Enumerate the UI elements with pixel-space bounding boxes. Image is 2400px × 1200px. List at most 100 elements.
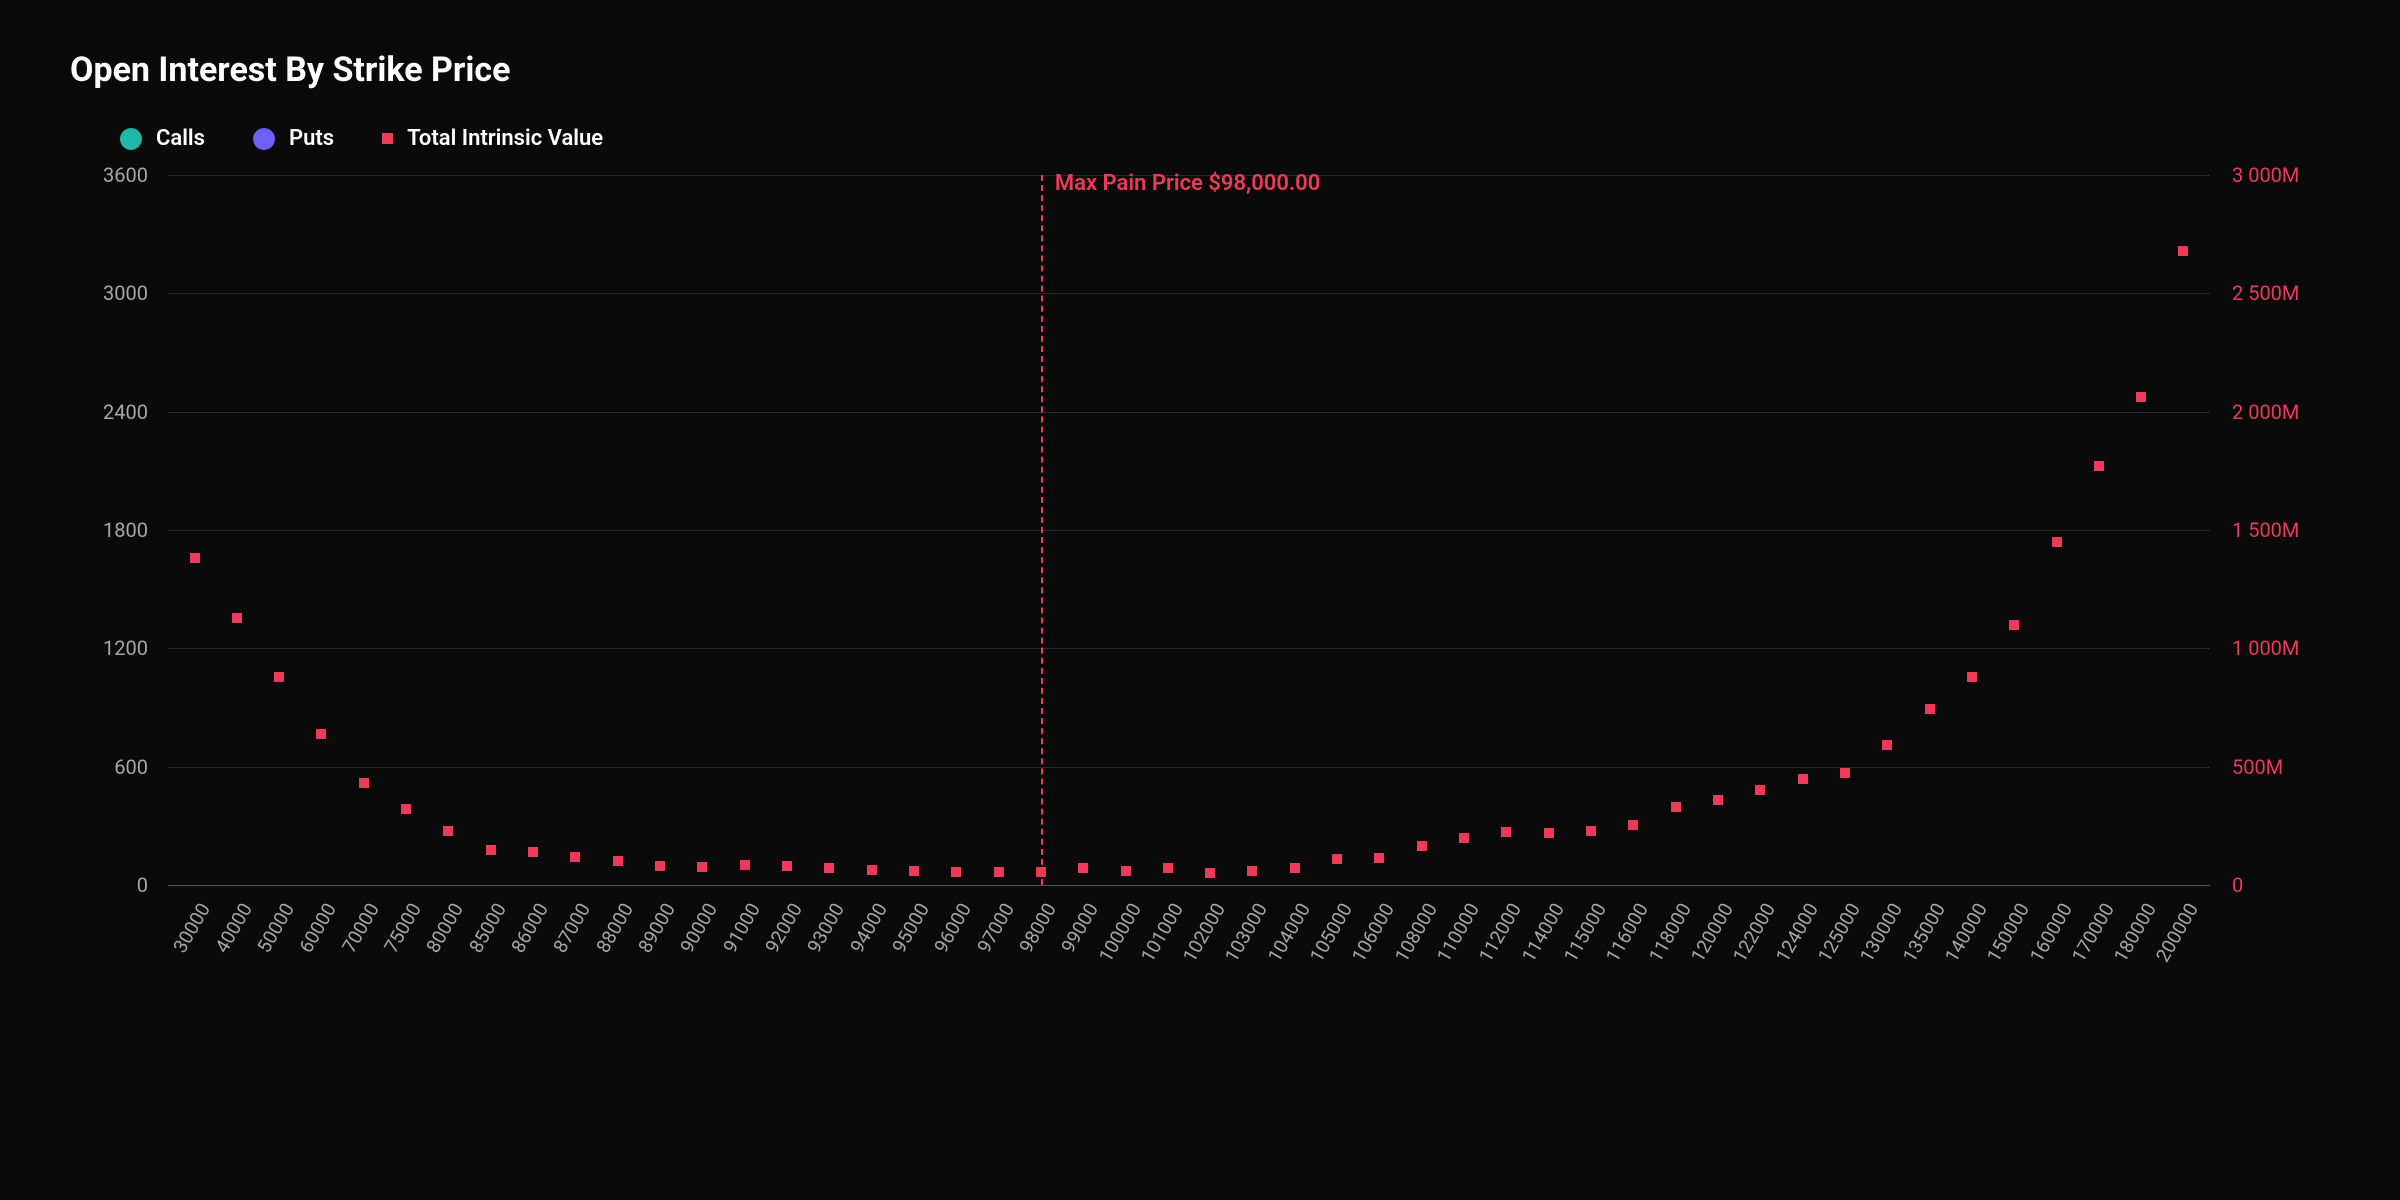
calls-swatch-icon <box>120 128 142 150</box>
intrinsic-marker[interactable] <box>443 826 453 836</box>
intrinsic-marker[interactable] <box>782 861 792 871</box>
x-tick: 85000 <box>464 899 511 957</box>
intrinsic-marker[interactable] <box>1671 802 1681 812</box>
y-tick-right: 500M <box>2232 755 2283 779</box>
x-tick: 70000 <box>337 899 384 957</box>
intrinsic-marker[interactable] <box>1459 833 1469 843</box>
intrinsic-marker[interactable] <box>1501 827 1511 837</box>
x-tick: 89000 <box>633 899 680 957</box>
intrinsic-marker[interactable] <box>486 845 496 855</box>
intrinsic-marker[interactable] <box>401 804 411 814</box>
chart-area: 060012001800240030003600 0500M1 000M1 50… <box>70 175 2340 1025</box>
gridline <box>168 767 2210 768</box>
intrinsic-marker[interactable] <box>2136 392 2146 402</box>
legend-label-calls: Calls <box>156 126 205 151</box>
chart-title: Open Interest By Strike Price <box>70 50 2340 90</box>
gridline <box>168 648 2210 649</box>
x-tick: 80000 <box>422 899 469 957</box>
intrinsic-marker[interactable] <box>359 778 369 788</box>
intrinsic-marker[interactable] <box>613 856 623 866</box>
intrinsic-marker[interactable] <box>1544 828 1554 838</box>
plot-area[interactable]: Max Pain Price $98,000.00 <box>168 175 2210 885</box>
intrinsic-marker[interactable] <box>2178 246 2188 256</box>
x-tick: 98000 <box>1014 899 1061 957</box>
y-tick-left: 0 <box>137 873 148 897</box>
x-tick: 92000 <box>760 899 807 957</box>
y-tick-right: 3 000M <box>2232 163 2299 187</box>
x-tick: 30000 <box>168 899 215 957</box>
x-tick: 91000 <box>718 899 765 957</box>
y-tick-right: 1 000M <box>2232 636 2299 660</box>
puts-swatch-icon <box>253 128 275 150</box>
intrinsic-marker[interactable] <box>1163 863 1173 873</box>
intrinsic-marker[interactable] <box>274 672 284 682</box>
gridline <box>168 412 2210 413</box>
intrinsic-marker[interactable] <box>909 866 919 876</box>
intrinsic-marker[interactable] <box>570 852 580 862</box>
intrinsic-marker[interactable] <box>1374 853 1384 863</box>
y-tick-left: 3600 <box>103 163 148 187</box>
y-axis-right: 0500M1 000M1 500M2 000M2 500M3 000M <box>2220 175 2340 885</box>
intrinsic-marker[interactable] <box>1332 854 1342 864</box>
legend-item-puts[interactable]: Puts <box>253 126 334 151</box>
legend-label-intrinsic: Total Intrinsic Value <box>407 126 603 151</box>
intrinsic-marker[interactable] <box>2009 620 2019 630</box>
intrinsic-marker[interactable] <box>1290 863 1300 873</box>
intrinsic-marker[interactable] <box>232 613 242 623</box>
intrinsic-marker[interactable] <box>1967 672 1977 682</box>
x-tick: 86000 <box>506 899 553 957</box>
intrinsic-marker[interactable] <box>1840 768 1850 778</box>
intrinsic-marker[interactable] <box>1247 866 1257 876</box>
y-tick-right: 0 <box>2232 873 2243 897</box>
y-tick-right: 1 500M <box>2232 518 2299 542</box>
legend-item-calls[interactable]: Calls <box>120 126 205 151</box>
intrinsic-marker[interactable] <box>1798 774 1808 784</box>
x-tick: 40000 <box>210 899 257 957</box>
y-tick-left: 1200 <box>103 636 148 660</box>
y-tick-right: 2 500M <box>2232 281 2299 305</box>
gridline <box>168 530 2210 531</box>
gridline <box>168 293 2210 294</box>
intrinsic-marker[interactable] <box>1713 795 1723 805</box>
y-tick-left: 2400 <box>103 400 148 424</box>
max-pain-label: Max Pain Price $98,000.00 <box>1055 171 1320 196</box>
intrinsic-marker[interactable] <box>824 863 834 873</box>
intrinsic-marker[interactable] <box>1121 866 1131 876</box>
y-tick-left: 1800 <box>103 518 148 542</box>
intrinsic-marker[interactable] <box>1628 820 1638 830</box>
y-tick-right: 2 000M <box>2232 400 2299 424</box>
x-tick: 95000 <box>887 899 934 957</box>
x-tick: 93000 <box>803 899 850 957</box>
intrinsic-marker[interactable] <box>1205 868 1215 878</box>
intrinsic-marker[interactable] <box>2052 537 2062 547</box>
intrinsic-marker[interactable] <box>1417 841 1427 851</box>
intrinsic-marker[interactable] <box>1925 704 1935 714</box>
intrinsic-marker[interactable] <box>1755 785 1765 795</box>
intrinsic-marker[interactable] <box>1078 863 1088 873</box>
x-tick: 50000 <box>252 899 299 957</box>
intrinsic-marker[interactable] <box>867 865 877 875</box>
intrinsic-marker[interactable] <box>951 867 961 877</box>
intrinsic-swatch-icon <box>382 133 393 144</box>
legend-item-intrinsic[interactable]: Total Intrinsic Value <box>382 126 603 151</box>
intrinsic-marker[interactable] <box>655 861 665 871</box>
x-tick: 97000 <box>972 899 1019 957</box>
intrinsic-marker[interactable] <box>316 729 326 739</box>
intrinsic-marker[interactable] <box>2094 461 2104 471</box>
intrinsic-marker[interactable] <box>740 860 750 870</box>
x-tick: 88000 <box>591 899 638 957</box>
intrinsic-marker[interactable] <box>1882 740 1892 750</box>
intrinsic-marker[interactable] <box>994 867 1004 877</box>
y-tick-left: 3000 <box>103 281 148 305</box>
max-pain-line <box>1041 175 1043 885</box>
legend: Calls Puts Total Intrinsic Value <box>120 126 2340 151</box>
intrinsic-marker[interactable] <box>1586 826 1596 836</box>
intrinsic-marker[interactable] <box>697 862 707 872</box>
x-axis: 3000040000500006000070000750008000085000… <box>168 885 2210 1025</box>
intrinsic-marker[interactable] <box>190 553 200 563</box>
y-axis-left: 060012001800240030003600 <box>70 175 160 885</box>
legend-label-puts: Puts <box>289 126 334 151</box>
x-tick: 90000 <box>676 899 723 957</box>
x-tick: 60000 <box>295 899 342 957</box>
intrinsic-marker[interactable] <box>528 847 538 857</box>
